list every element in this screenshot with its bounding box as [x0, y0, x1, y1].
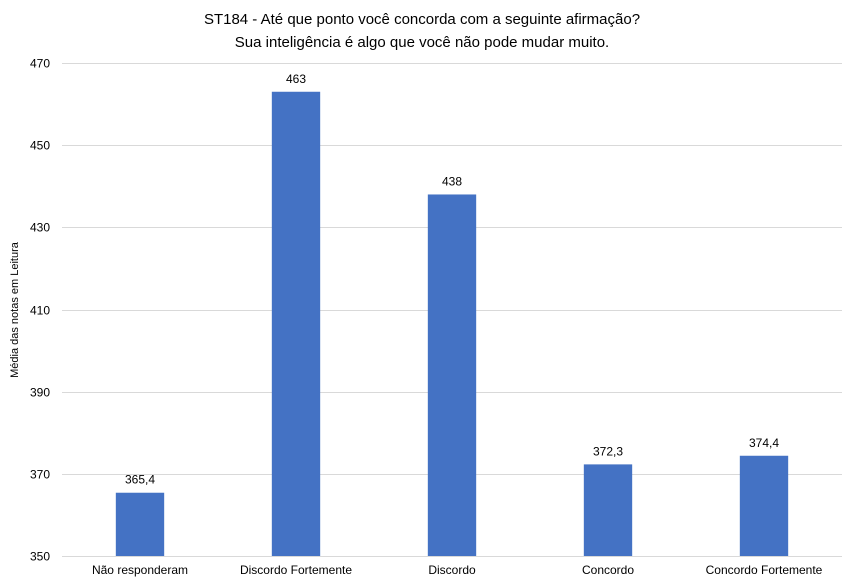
data-labels: 365,4 463 438 372,3 374,4 [125, 72, 779, 487]
bars [115, 91, 789, 556]
bar [115, 492, 165, 556]
bar [427, 194, 477, 556]
y-tick-label: 370 [30, 468, 50, 482]
chart-subtitle: Sua inteligência é algo que você não pod… [235, 34, 609, 51]
y-tick-label: 410 [30, 304, 50, 318]
x-tick-label: Concordo Fortemente [706, 563, 823, 577]
y-tick-label: 350 [30, 550, 50, 564]
data-label: 365,4 [125, 473, 155, 487]
x-tick-label: Discordo Fortemente [240, 563, 352, 577]
x-tick-label: Discordo [428, 563, 476, 577]
data-label: 374,4 [749, 436, 779, 450]
data-label: 463 [286, 72, 306, 86]
bar [739, 455, 789, 556]
data-label: 438 [442, 174, 462, 188]
data-label: 372,3 [593, 444, 623, 458]
bar [583, 464, 633, 556]
y-tick-label: 450 [30, 139, 50, 153]
y-tick-label: 430 [30, 221, 50, 235]
bar [271, 91, 321, 556]
y-axis-label: Média das notas em Leitura [9, 241, 21, 378]
y-tick-label: 470 [30, 57, 50, 71]
x-tick-label: Não responderam [92, 563, 188, 577]
chart-title: ST184 - Até que ponto você concorda com … [204, 11, 640, 28]
y-tick-label: 390 [30, 386, 50, 400]
y-tick-labels: 350 370 390 410 430 450 470 [30, 57, 50, 564]
x-tick-label: Concordo [582, 563, 634, 577]
x-tick-labels: Não responderam Discordo Fortemente Discor… [92, 563, 823, 577]
